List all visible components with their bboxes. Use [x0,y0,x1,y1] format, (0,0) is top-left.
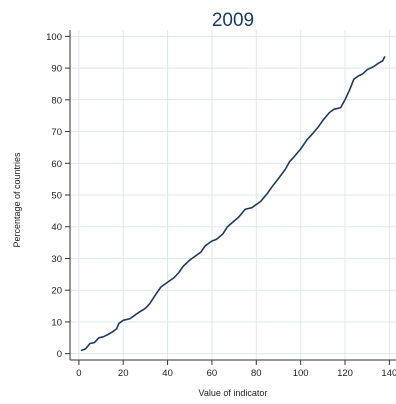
data-layer [80,55,386,352]
x-tick-label: 0 [76,368,81,379]
y-tick-label: 50 [51,191,62,202]
grid [70,30,396,360]
x-axis-label: Value of indicator [199,388,268,398]
y-tick-label: 70 [51,127,62,138]
axes: 0 10 20 30 40 50 60 70 80 90 100 0 20 40 60 80 100 120 140 [46,30,396,379]
y-tick-label: 10 [51,317,62,328]
chart-title: 2009 [212,10,254,31]
series-line [80,55,386,352]
y-tick-label: 60 [51,159,62,170]
x-tick-label: 140 [381,368,396,379]
x-tick-label: 80 [251,368,262,379]
y-tick-label: 20 [51,286,62,297]
y-tick-label: 90 [51,64,62,75]
y-tick-label: 80 [51,95,62,106]
x-tick-label: 40 [162,368,173,379]
x-tick-label: 100 [293,368,309,379]
y-tick-label: 40 [51,222,62,233]
y-tick-label: 30 [51,254,62,265]
y-tick-label: 100 [46,32,62,43]
y-tick-label: 0 [57,349,62,360]
x-tick-label: 20 [118,368,129,379]
x-tick-label: 60 [207,368,218,379]
y-axis-label: Percentage of countries [12,152,22,248]
x-tick-label: 120 [337,368,353,379]
